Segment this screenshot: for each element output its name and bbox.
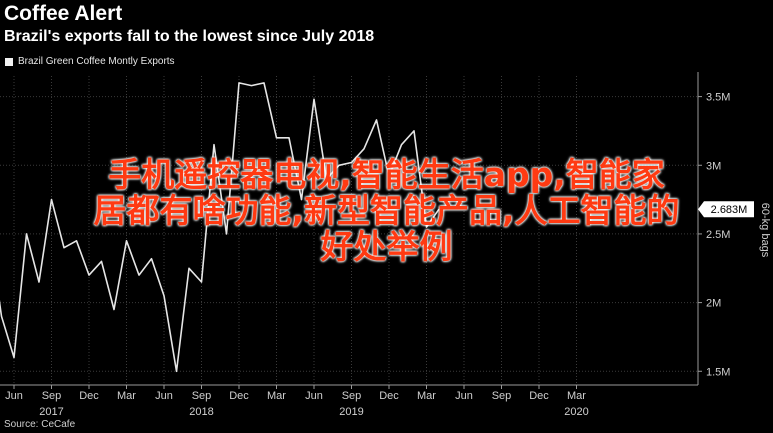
data-point — [163, 295, 165, 297]
overlay-line: 好处举例 — [320, 227, 453, 266]
data-point — [250, 84, 252, 86]
y-tick-label: 2M — [706, 298, 721, 310]
x-tick-label: Jun — [455, 390, 473, 402]
x-year-label: 2020 — [564, 406, 588, 418]
y-axis-title: 60-kg bags — [759, 203, 771, 258]
data-point — [275, 137, 277, 139]
y-tick-label: 3M — [706, 160, 721, 172]
chart-title: Coffee Alert — [4, 2, 123, 25]
data-point — [413, 130, 415, 132]
x-year-label: 2017 — [39, 406, 63, 418]
legend: Brazil Green Coffee Montly Exports — [5, 56, 175, 67]
data-point — [263, 82, 265, 84]
legend-swatch — [5, 57, 13, 66]
x-tick-label: Sep — [42, 390, 62, 402]
data-point — [288, 137, 290, 139]
overlay-text: 手机遥控器电视,智能生活app,智能家 居都有啥功能,新型智能产品,人工智能的 … — [0, 157, 773, 265]
x-tick-label: Sep — [192, 390, 212, 402]
x-tick-label: Sep — [342, 390, 362, 402]
chart-subtitle: Brazil's exports fall to the lowest sinc… — [4, 28, 375, 45]
series-line — [0, 82, 440, 373]
data-point — [238, 82, 240, 84]
data-point — [313, 98, 315, 100]
source-note: Source: CeCafe — [4, 419, 76, 430]
x-tick-label: Dec — [229, 390, 249, 402]
data-point — [200, 281, 202, 283]
x-tick-label: Mar — [267, 390, 286, 402]
x-tick-label: Mar — [117, 390, 136, 402]
data-point — [113, 308, 115, 310]
y-tick-label: 3.5M — [706, 92, 730, 104]
last-value-tag — [698, 201, 754, 218]
data-point — [13, 356, 15, 358]
data-point — [363, 148, 365, 150]
legend-label: Brazil Green Coffee Montly Exports — [18, 56, 175, 67]
last-value-label: 2.683M — [711, 204, 748, 216]
x-tick-label: Mar — [417, 390, 436, 402]
overlay-line: 居都有啥功能,新型智能产品,人工智能的 — [93, 191, 680, 230]
data-point — [175, 370, 177, 372]
x-tick-label: Sep — [492, 390, 512, 402]
overlay-line: 手机遥控器电视,智能生活app,智能家 — [108, 155, 665, 194]
x-year-label: 2018 — [189, 406, 213, 418]
y-tick-label: 2.5M — [706, 229, 730, 241]
data-point — [88, 274, 90, 276]
data-point — [375, 119, 377, 121]
x-year-label: 2019 — [339, 406, 363, 418]
data-point — [38, 281, 40, 283]
data-point — [188, 267, 190, 269]
y-tick-label: 1.5M — [706, 366, 730, 378]
x-tick-label: Dec — [379, 390, 399, 402]
data-point — [213, 144, 215, 146]
x-tick-label: Jun — [155, 390, 173, 402]
data-point — [400, 144, 402, 146]
x-tick-label: Dec — [79, 390, 99, 402]
x-tick-label: Dec — [529, 390, 549, 402]
data-point — [0, 315, 2, 317]
x-tick-label: Jun — [5, 390, 23, 402]
x-tick-label: Jun — [305, 390, 323, 402]
x-tick-label: Mar — [567, 390, 586, 402]
data-point — [138, 274, 140, 276]
